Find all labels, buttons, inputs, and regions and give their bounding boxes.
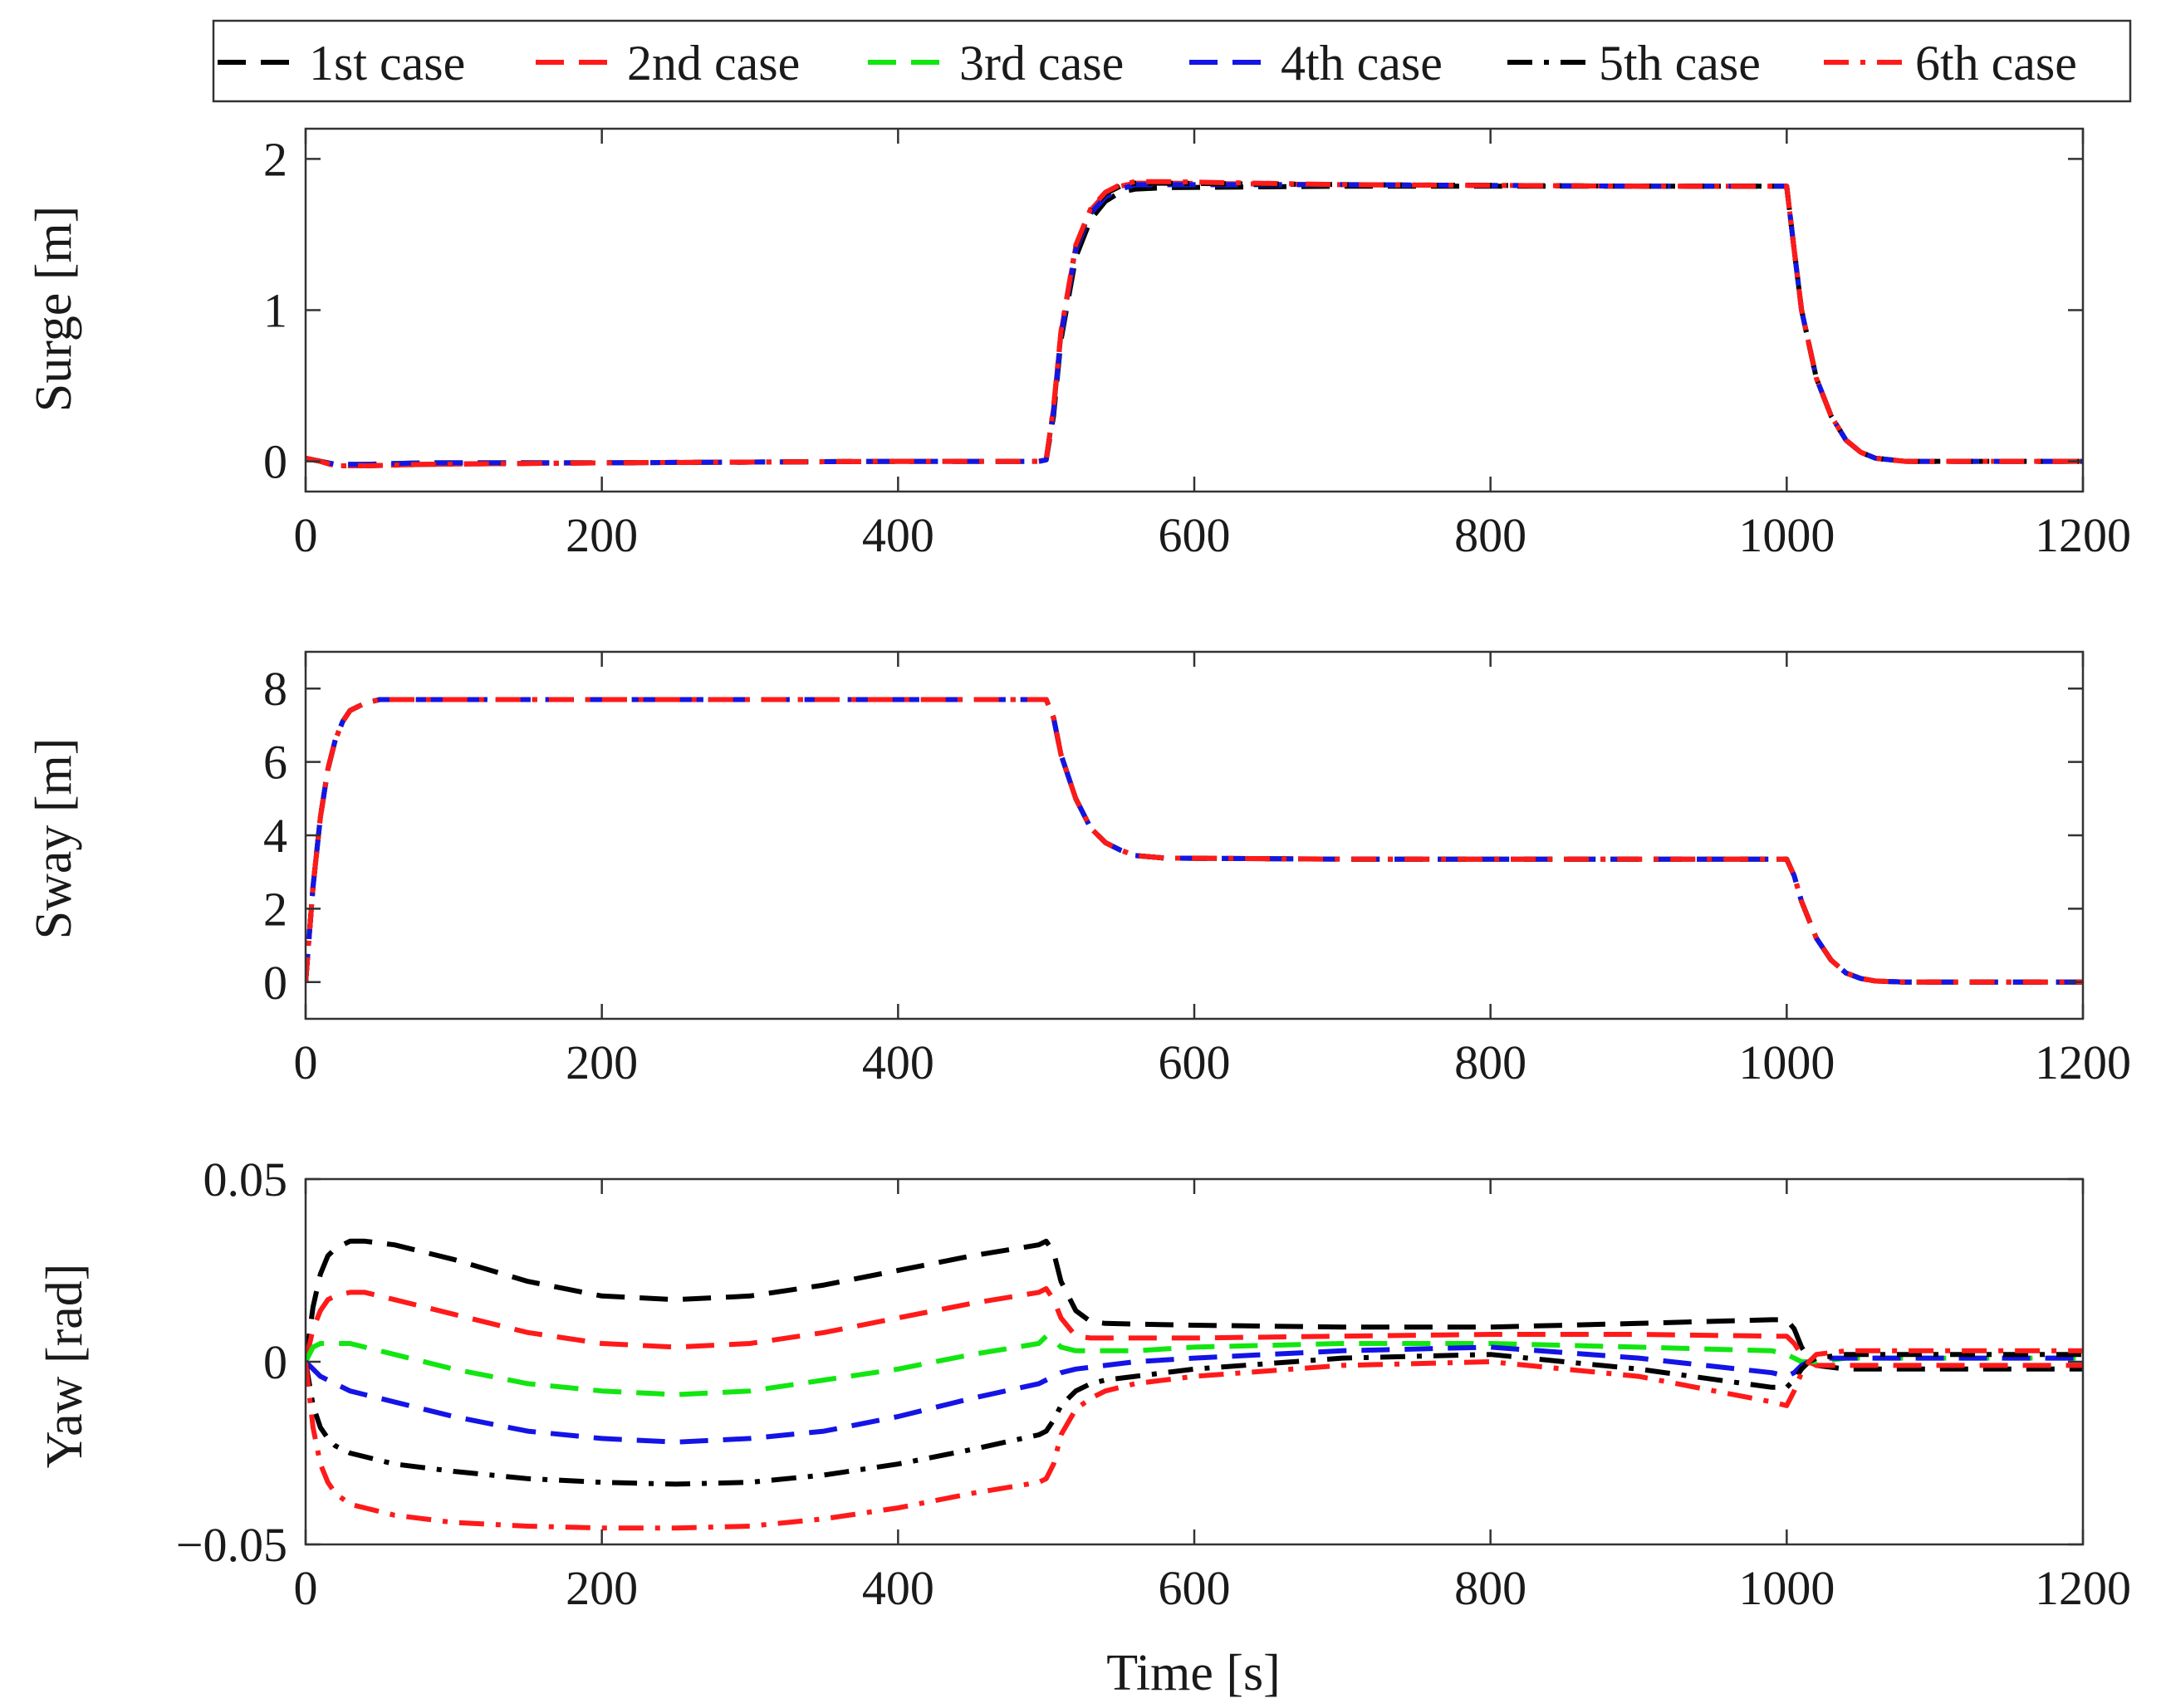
legend-label-1: 1st case [309, 36, 465, 91]
sway-xtick-label: 200 [566, 1035, 638, 1089]
yaw-series-1 [306, 1238, 2083, 1372]
legend: 1st case 2nd case 3rd case 4th case 5th case… [212, 19, 2132, 103]
legend-label-5: 5th case [1599, 36, 1761, 91]
surge-xtick-label: 800 [1454, 508, 1526, 562]
yaw-series-3 [306, 1334, 2083, 1397]
surge-series-1 [306, 184, 2083, 467]
surge-xtick-label: 200 [566, 508, 638, 562]
legend-box [212, 19, 2132, 103]
surge-xtick-label: 600 [1159, 508, 1231, 562]
yaw-xtick-label: 1200 [2035, 1561, 2131, 1615]
sway-series-6 [306, 697, 2083, 985]
surge-xtick-label: 1000 [1738, 508, 1835, 562]
surge-series-5 [306, 180, 2083, 468]
yaw-xtick-label: 200 [566, 1561, 638, 1615]
yaw-xtick-label: 800 [1454, 1561, 1526, 1615]
surge-series-6 [306, 179, 2083, 468]
yaw-series-4 [306, 1344, 2083, 1445]
sway-ytick-label: 6 [263, 736, 287, 790]
yaw-series-2 [306, 1286, 2083, 1368]
surge-ytick-label: 0 [263, 435, 287, 489]
surge-series-4 [306, 182, 2083, 467]
time-xlabel: Time [s] [1106, 1645, 1281, 1701]
sway-xtick-label: 400 [862, 1035, 934, 1089]
legend-label-2: 2nd case [627, 36, 800, 91]
surge-ylabel: Surge [m] [26, 206, 82, 413]
legend-label-6: 6th case [1915, 36, 2077, 91]
yaw-series-5 [306, 1352, 2083, 1487]
sway-series-4 [306, 697, 2083, 985]
yaw-series-6 [306, 1348, 2083, 1531]
sway-panel: Sway [m] 0 200 400 600 800 1000 1200 0 2 4 6 8 [26, 650, 2131, 1089]
surge-panel: Surge [m] 0 200 400 600 800 1000 1200 0 1 2 [26, 127, 2131, 562]
yaw-panel: Yaw [rad] Time [s] 0 200 400 600 800 1000 1200… [37, 1153, 2131, 1701]
yaw-xtick-label: 0 [294, 1561, 318, 1615]
surge-series-3 [306, 182, 2083, 467]
sway-axes-frame [304, 650, 2085, 1020]
sway-xtick-label: 600 [1159, 1035, 1231, 1089]
sway-ytick-label: 2 [263, 882, 287, 936]
yaw-ytick-label: 0.05 [203, 1153, 288, 1206]
sway-xtick-label: 1200 [2035, 1035, 2131, 1089]
sway-xtick-label: 800 [1454, 1035, 1526, 1089]
sway-ytick-label: 8 [263, 662, 287, 716]
yaw-xtick-label: 600 [1159, 1561, 1231, 1615]
sway-series-group [306, 697, 2083, 985]
sway-ytick-label: 4 [263, 809, 287, 863]
surge-xtick-label: 1200 [2035, 508, 2131, 562]
surge-series-2 [306, 180, 2083, 468]
surge-series-group [306, 179, 2083, 468]
sway-ylabel: Sway [m] [26, 738, 82, 940]
yaw-xtick-label: 400 [862, 1561, 934, 1615]
surge-xtick-label: 400 [862, 508, 934, 562]
yaw-ytick-label: −0.05 [176, 1518, 287, 1572]
yaw-ytick-label: 0 [263, 1335, 287, 1389]
legend-label-4: 4th case [1281, 36, 1443, 91]
yaw-series-group [306, 1238, 2083, 1531]
sway-xtick-label: 0 [294, 1035, 318, 1089]
sway-xtick-label: 1000 [1738, 1035, 1835, 1089]
legend-label-3: 3rd case [959, 36, 1124, 91]
yaw-xtick-label: 1000 [1738, 1561, 1835, 1615]
sway-ytick-label: 0 [263, 956, 287, 1010]
surge-xtick-label: 0 [294, 508, 318, 562]
yaw-ylabel: Yaw [rad] [37, 1264, 93, 1469]
surge-ytick-label: 1 [263, 284, 287, 338]
surge-ytick-label: 2 [263, 132, 287, 186]
